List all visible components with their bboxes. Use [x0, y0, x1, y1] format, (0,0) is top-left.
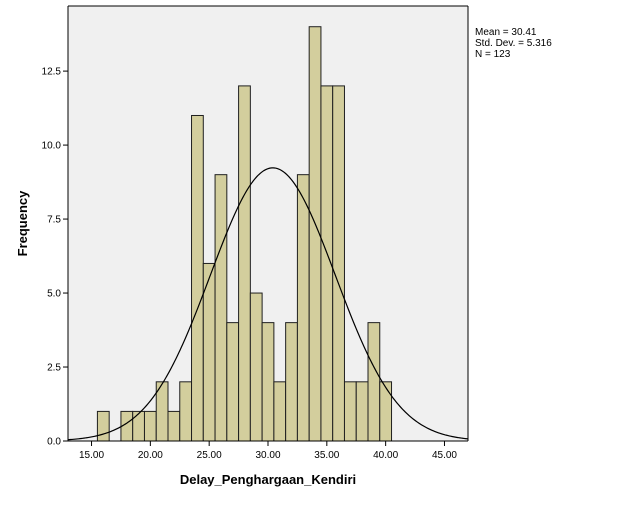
histogram-bar	[238, 85, 251, 442]
histogram-bar	[226, 322, 240, 442]
axes-layer: 0.0 2.5 5.0 7.5 10.0 12.5 15.00 20.00 25.00 30.00…	[42, 5, 469, 461]
x-tick-label: 45.00	[432, 450, 457, 461]
x-tick-label: 15.00	[79, 450, 104, 461]
x-tick-label: 25.00	[197, 450, 222, 461]
y-tick-label: 2.5	[47, 363, 61, 374]
stats-legend: Mean = 30.41 Std. Dev. = 5.316 N = 123	[475, 27, 552, 60]
histogram-bar	[132, 410, 145, 442]
histogram-bar	[143, 410, 157, 442]
y-tick-label: 12.5	[42, 67, 62, 78]
histogram-bar	[167, 410, 181, 442]
x-tick-label: 20.00	[138, 450, 163, 461]
histogram-bar	[367, 322, 381, 442]
histogram-bar	[379, 381, 393, 442]
histogram-bar	[249, 292, 263, 442]
y-tick-label: 10.0	[42, 141, 62, 152]
x-tick-label: 40.00	[373, 450, 398, 461]
x-tick-label: 35.00	[314, 450, 339, 461]
histogram-bar	[96, 410, 110, 442]
histogram-bar	[355, 381, 369, 442]
histogram-bar	[343, 381, 357, 442]
histogram-bar	[191, 114, 204, 442]
histogram-bar	[261, 322, 275, 442]
normal-curve	[67, 167, 469, 441]
histogram-bar	[332, 85, 345, 442]
histogram-bar	[296, 174, 310, 442]
histogram-bar	[285, 322, 298, 442]
y-tick-label: 0.0	[47, 437, 61, 448]
stat-mean: Mean = 30.41	[475, 27, 537, 38]
y-tick-label: 5.0	[47, 289, 61, 300]
stat-n: N = 123	[475, 49, 511, 60]
stat-std-dev: Std. Dev. = 5.316	[475, 38, 552, 49]
histogram-bar	[179, 381, 193, 442]
histogram-bar	[214, 174, 228, 442]
y-axis-title: Frequency	[15, 190, 30, 257]
y-tick-label: 7.5	[47, 215, 61, 226]
x-tick-label: 30.00	[255, 450, 280, 461]
x-axis-title: Delay_Penghargaan_Kendiri	[180, 472, 356, 487]
histogram-bar	[273, 381, 287, 442]
